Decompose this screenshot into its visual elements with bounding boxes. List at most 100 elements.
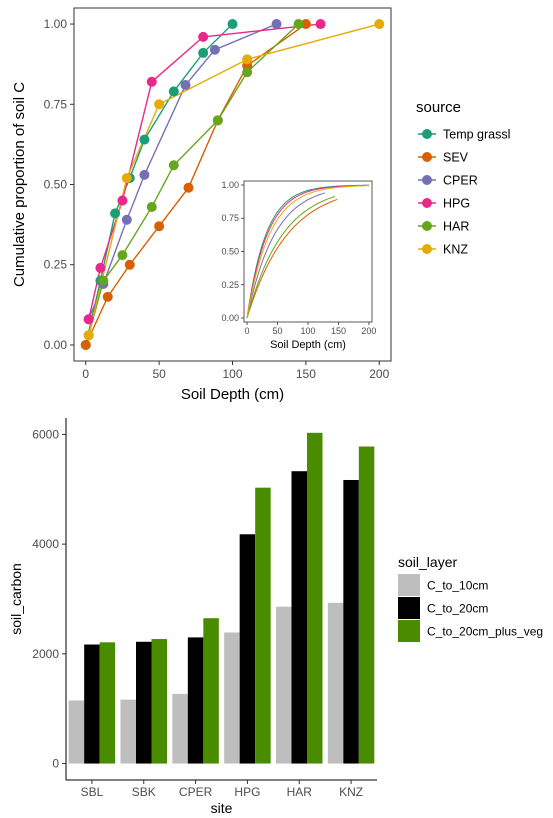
data-point (110, 208, 121, 219)
bar (151, 639, 167, 764)
bar (224, 632, 240, 764)
legend-label: HAR (443, 220, 469, 234)
y-tick-label: 0 (52, 757, 59, 771)
legend-label: C_to_10cm (427, 579, 488, 593)
x-tick-label: 200 (369, 367, 389, 381)
legend-label: CPER (443, 174, 478, 188)
data-point (374, 19, 385, 30)
data-point (293, 19, 304, 30)
legend-key-point (422, 175, 432, 185)
data-point (300, 19, 311, 30)
data-point (154, 221, 165, 232)
bar (239, 534, 256, 764)
data-point (121, 214, 132, 225)
inset-curve (246, 196, 335, 319)
cumulative-soil-c-chart: 0 50 100 150 200 0.00 0.25 0.50 0.75 1.00 Soil Dep… (11, 7, 510, 403)
inset-x-axis-title: Soil Depth (cm) (270, 339, 346, 351)
legend-title: source (416, 99, 461, 116)
x-tick-label: HPG (234, 785, 260, 799)
inset-x-tick-label: 0 (245, 326, 250, 336)
legend-swatch (398, 620, 420, 642)
legend-label: Temp grassl (443, 128, 510, 142)
data-point (198, 31, 209, 42)
bar (84, 644, 100, 764)
legend-key-point (422, 198, 432, 208)
data-point (212, 115, 223, 126)
x-tick-label: 150 (296, 367, 316, 381)
data-point (227, 19, 238, 30)
x-tick-label: SBL (81, 785, 104, 799)
data-point (146, 201, 157, 212)
y-tick-label: 4000 (32, 537, 59, 551)
legend-key-point (422, 129, 432, 139)
data-point (117, 195, 128, 206)
legend-swatch (398, 574, 420, 596)
bar (136, 641, 152, 764)
bar (120, 699, 136, 764)
legend-label: C_to_20cm (427, 602, 488, 616)
inset-curve (246, 185, 369, 319)
inset-y-tick-label: 0.75 (221, 213, 239, 223)
data-point (154, 99, 165, 110)
inset-y-tick-label: 0.25 (221, 280, 239, 290)
inset-y-tick-label: 0.00 (221, 313, 239, 323)
y-tick-label: 0.25 (44, 258, 68, 272)
inset-panel (243, 180, 373, 323)
x-axis-title: site (211, 800, 233, 816)
data-point (83, 314, 94, 325)
inset-y-tick-label: 1.00 (221, 180, 239, 190)
y-tick-label: 0.50 (44, 178, 68, 192)
x-tick-label: SBK (132, 785, 156, 799)
series-line (87, 23, 300, 336)
data-point (102, 291, 113, 302)
legend-label: SEV (443, 151, 469, 165)
y-tick-label: 0.00 (44, 338, 68, 352)
legend-title: soil_layer (398, 554, 457, 570)
x-axis-title: Soil Depth (cm) (181, 386, 284, 403)
bar (343, 479, 359, 764)
inset-curve (246, 198, 338, 319)
data-point (168, 160, 179, 171)
legend-label: HPG (443, 197, 470, 211)
x-tick-label: HAR (287, 785, 313, 799)
inset-x-tick-label: 200 (361, 326, 376, 336)
data-point (271, 19, 282, 30)
y-tick-label: 2000 (32, 647, 59, 661)
data-point (168, 86, 179, 97)
x-tick-label: CPER (179, 785, 213, 799)
inset-x-tick-label: 100 (300, 326, 315, 336)
bar (358, 446, 375, 764)
y-tick-label: 6000 (32, 427, 59, 441)
inset-x-tick-label: 50 (273, 326, 283, 336)
legend-label: KNZ (443, 243, 468, 257)
bar (203, 618, 219, 764)
legend-key-point (422, 152, 432, 162)
data-point (80, 339, 91, 350)
bar (276, 606, 292, 764)
bar (307, 432, 323, 764)
data-point (242, 67, 253, 78)
y-tick-label: 0.75 (44, 97, 68, 111)
bar (255, 487, 271, 764)
x-tick-label: 0 (82, 367, 89, 381)
data-point (139, 169, 150, 180)
inset-curve (246, 192, 326, 319)
data-point (146, 76, 157, 87)
bar (187, 637, 204, 764)
data-point (139, 134, 150, 145)
data-point (180, 80, 191, 91)
data-point (242, 54, 253, 65)
inset-curve (246, 184, 369, 319)
x-tick-label: KNZ (339, 785, 363, 799)
series-line (85, 23, 307, 346)
legend-key-point (422, 221, 432, 231)
bar (172, 693, 188, 764)
bar (68, 700, 85, 764)
legend-label: C_to_20cm_plus_veg (427, 625, 543, 639)
data-point (121, 173, 132, 184)
x-tick-label: 50 (152, 367, 166, 381)
legend-key-point (422, 244, 432, 254)
inset-x-tick-label: 150 (331, 326, 346, 336)
data-point (315, 19, 326, 30)
